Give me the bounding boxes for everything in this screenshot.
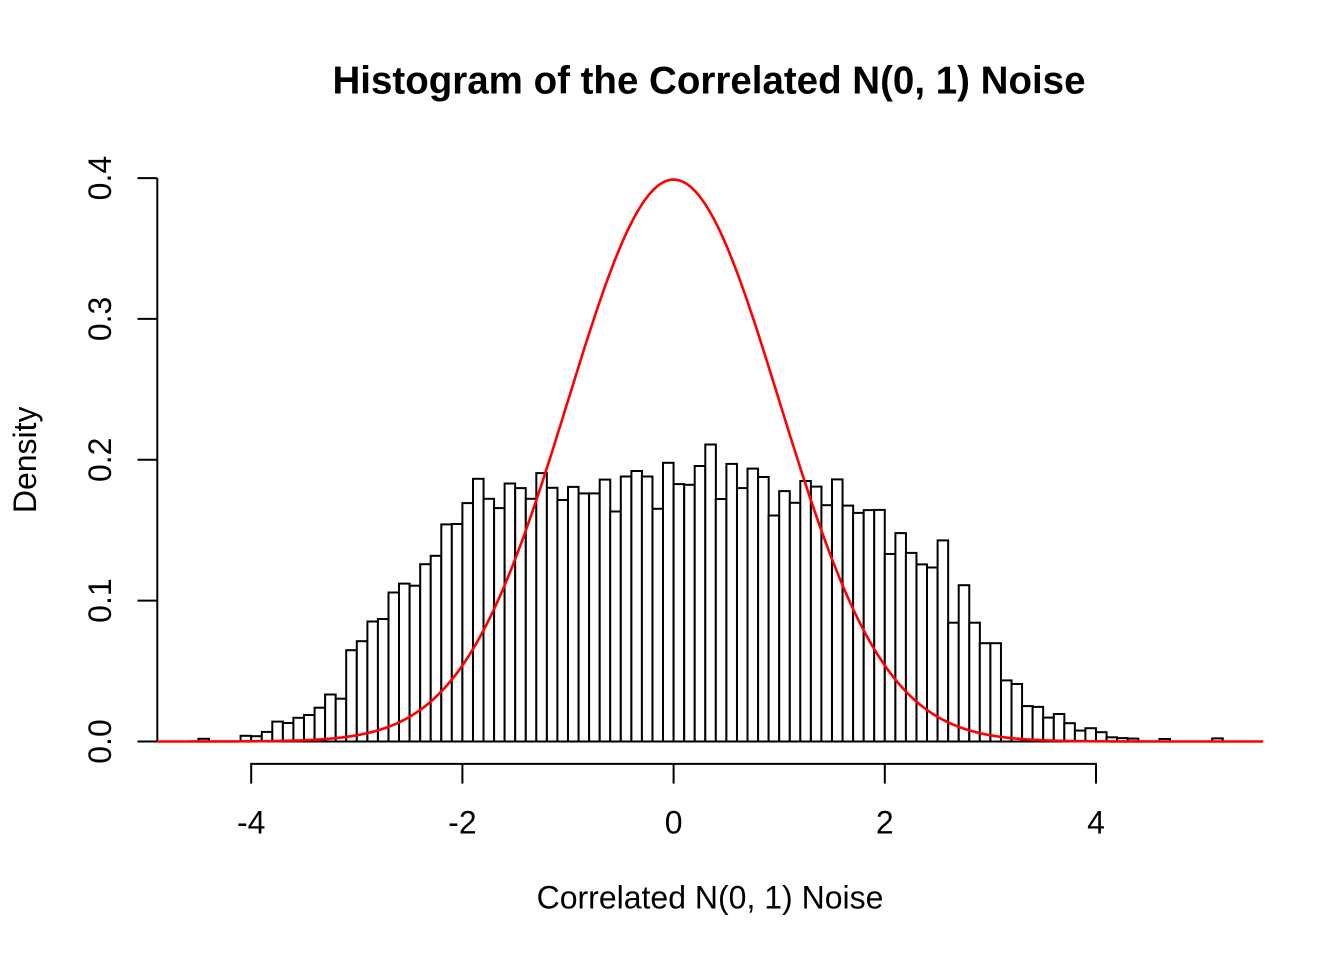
svg-text:0.0: 0.0 xyxy=(82,719,118,763)
svg-text:4: 4 xyxy=(1087,805,1105,841)
svg-text:Density: Density xyxy=(7,406,43,513)
svg-text:2: 2 xyxy=(876,805,894,841)
svg-text:0.1: 0.1 xyxy=(82,578,118,622)
svg-text:0.4: 0.4 xyxy=(82,156,118,200)
svg-text:-2: -2 xyxy=(448,805,476,841)
svg-text:0.3: 0.3 xyxy=(82,297,118,341)
svg-text:0: 0 xyxy=(665,805,683,841)
svg-text:Correlated N(0, 1) Noise: Correlated N(0, 1) Noise xyxy=(537,880,884,916)
svg-text:Histogram of the Correlated N(: Histogram of the Correlated N(0, 1) Nois… xyxy=(332,60,1085,103)
svg-text:0.2: 0.2 xyxy=(82,438,118,482)
svg-text:-4: -4 xyxy=(237,805,265,841)
